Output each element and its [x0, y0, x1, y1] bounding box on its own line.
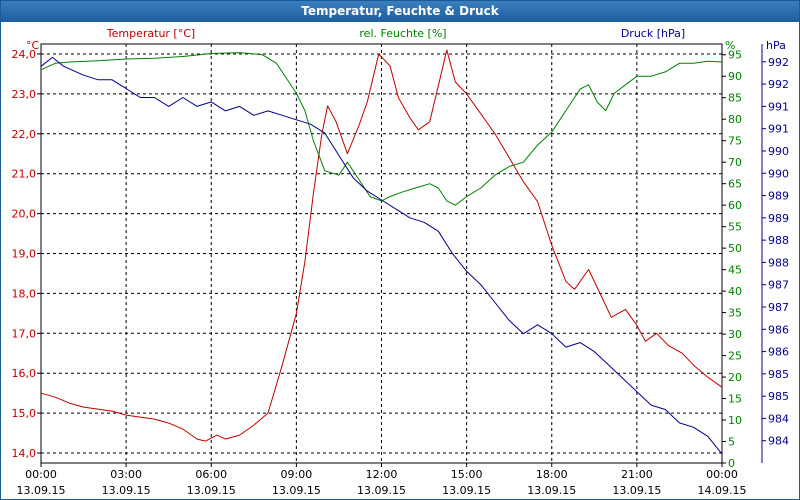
x-tick-time-label: 00:00 — [25, 468, 57, 481]
x-tick-date-label: 13.09.15 — [187, 484, 236, 497]
humidity-tick-label: 45 — [728, 264, 742, 277]
temperature-tick-label: 17,0 — [12, 327, 37, 340]
humidity-tick-label: 50 — [728, 242, 742, 255]
pressure-tick-label: 990 — [768, 145, 789, 158]
pressure-tick-label: 985 — [768, 368, 789, 381]
pressure-unit-label: hPa — [766, 39, 786, 52]
humidity-unit-label: % — [725, 39, 735, 52]
window-title: Temperatur, Feuchte & Druck — [1, 1, 799, 22]
x-tick-date-label: 13.09.15 — [17, 484, 66, 497]
x-tick-time-label: 03:00 — [110, 468, 142, 481]
humidity-tick-label: 35 — [728, 307, 742, 320]
humidity-axis-title: rel. Feuchte [%] — [359, 27, 446, 40]
temperature-tick-label: 18,0 — [12, 287, 37, 300]
humidity-tick-label: 95 — [728, 49, 742, 62]
temperature-series-line — [40, 49, 723, 442]
humidity-tick-label: 65 — [728, 178, 742, 191]
humidity-tick-label: 0 — [728, 457, 735, 470]
humidity-tick-label: 60 — [728, 199, 742, 212]
temperature-tick-label: 15,0 — [12, 407, 37, 420]
x-tick-date-label: 13.09.15 — [102, 484, 151, 497]
temperature-tick-label: 14,0 — [12, 447, 37, 460]
pressure-tick-label: 991 — [768, 123, 789, 136]
humidity-tick-label: 25 — [728, 350, 742, 363]
x-tick-date-label: 13.09.15 — [527, 484, 576, 497]
temperature-tick-label: 16,0 — [12, 367, 37, 380]
x-tick-date-label: 13.09.15 — [357, 484, 406, 497]
temperature-tick-label: 21,0 — [12, 168, 37, 181]
pressure-tick-label: 992 — [768, 56, 789, 69]
x-tick-time-label: 00:00 — [706, 468, 738, 481]
humidity-tick-label: 30 — [728, 328, 742, 341]
temperature-tick-label: 23,0 — [12, 88, 37, 101]
humidity-tick-label: 10 — [728, 414, 742, 427]
pressure-tick-label: 990 — [768, 167, 789, 180]
humidity-series-line — [40, 52, 723, 206]
pressure-axis-title: Druck [hPa] — [621, 27, 685, 40]
x-tick-time-label: 12:00 — [366, 468, 398, 481]
temperature-tick-label: 24,0 — [12, 48, 37, 61]
humidity-tick-label: 20 — [728, 371, 742, 384]
x-tick-time-label: 09:00 — [281, 468, 313, 481]
humidity-tick-label: 40 — [728, 285, 742, 298]
humidity-tick-label: 5 — [728, 436, 735, 449]
humidity-tick-label: 55 — [728, 221, 742, 234]
x-tick-date-label: 14.09.15 — [698, 484, 747, 497]
humidity-tick-label: 70 — [728, 156, 742, 169]
temperature-axis-title: Temperatur [°C] — [106, 27, 195, 40]
pressure-tick-label: 986 — [768, 323, 789, 336]
x-tick-date-label: 13.09.15 — [272, 484, 321, 497]
x-tick-time-label: 18:00 — [536, 468, 568, 481]
pressure-tick-label: 987 — [768, 301, 789, 314]
humidity-tick-label: 85 — [728, 92, 742, 105]
temperature-tick-label: 20,0 — [12, 208, 37, 221]
x-tick-time-label: 15:00 — [451, 468, 483, 481]
pressure-tick-label: 989 — [768, 212, 789, 225]
humidity-tick-label: 90 — [728, 70, 742, 83]
temperature-unit-label: °C — [26, 39, 40, 52]
humidity-tick-label: 75 — [728, 135, 742, 148]
humidity-tick-label: 15 — [728, 393, 742, 406]
x-tick-date-label: 13.09.15 — [612, 484, 661, 497]
pressure-tick-label: 988 — [768, 234, 789, 247]
pressure-tick-label: 984 — [768, 435, 789, 448]
pressure-tick-label: 991 — [768, 100, 789, 113]
pressure-tick-label: 986 — [768, 346, 789, 359]
x-tick-date-label: 13.09.15 — [442, 484, 491, 497]
x-tick-time-label: 21:00 — [621, 468, 653, 481]
pressure-tick-label: 984 — [768, 412, 789, 425]
temperature-tick-label: 22,0 — [12, 128, 37, 141]
humidity-tick-label: 80 — [728, 113, 742, 126]
x-tick-time-label: 06:00 — [195, 468, 227, 481]
pressure-tick-label: 988 — [768, 256, 789, 269]
pressure-tick-label: 987 — [768, 279, 789, 292]
pressure-tick-label: 992 — [768, 78, 789, 91]
pressure-tick-label: 989 — [768, 190, 789, 203]
pressure-series-line — [40, 56, 723, 455]
chart-svg: 14,0 15,0 16,0 17,0 18,0 19,0 20,0 21,0 22,0 23,0… — [12, 27, 790, 497]
pressure-tick-label: 985 — [768, 390, 789, 403]
temperature-tick-label: 19,0 — [12, 248, 37, 261]
